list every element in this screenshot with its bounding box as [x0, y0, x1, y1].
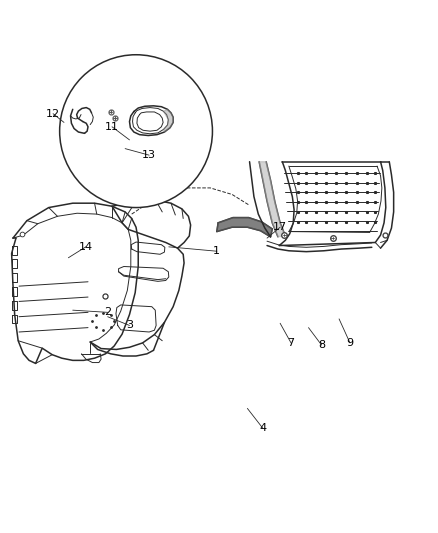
Text: 11: 11	[105, 122, 119, 132]
Polygon shape	[163, 109, 173, 132]
Polygon shape	[259, 161, 286, 237]
Circle shape	[60, 55, 212, 207]
Polygon shape	[217, 217, 272, 237]
Text: 3: 3	[126, 320, 133, 330]
Text: 12: 12	[46, 109, 60, 119]
Text: 4: 4	[259, 423, 266, 433]
Text: 9: 9	[346, 338, 353, 348]
Text: 1: 1	[213, 246, 220, 256]
Text: 13: 13	[142, 150, 156, 160]
Text: 2: 2	[104, 308, 111, 317]
Text: 8: 8	[318, 340, 325, 350]
Text: 17: 17	[273, 222, 287, 232]
Text: 14: 14	[79, 242, 93, 252]
Text: 7: 7	[287, 338, 295, 348]
